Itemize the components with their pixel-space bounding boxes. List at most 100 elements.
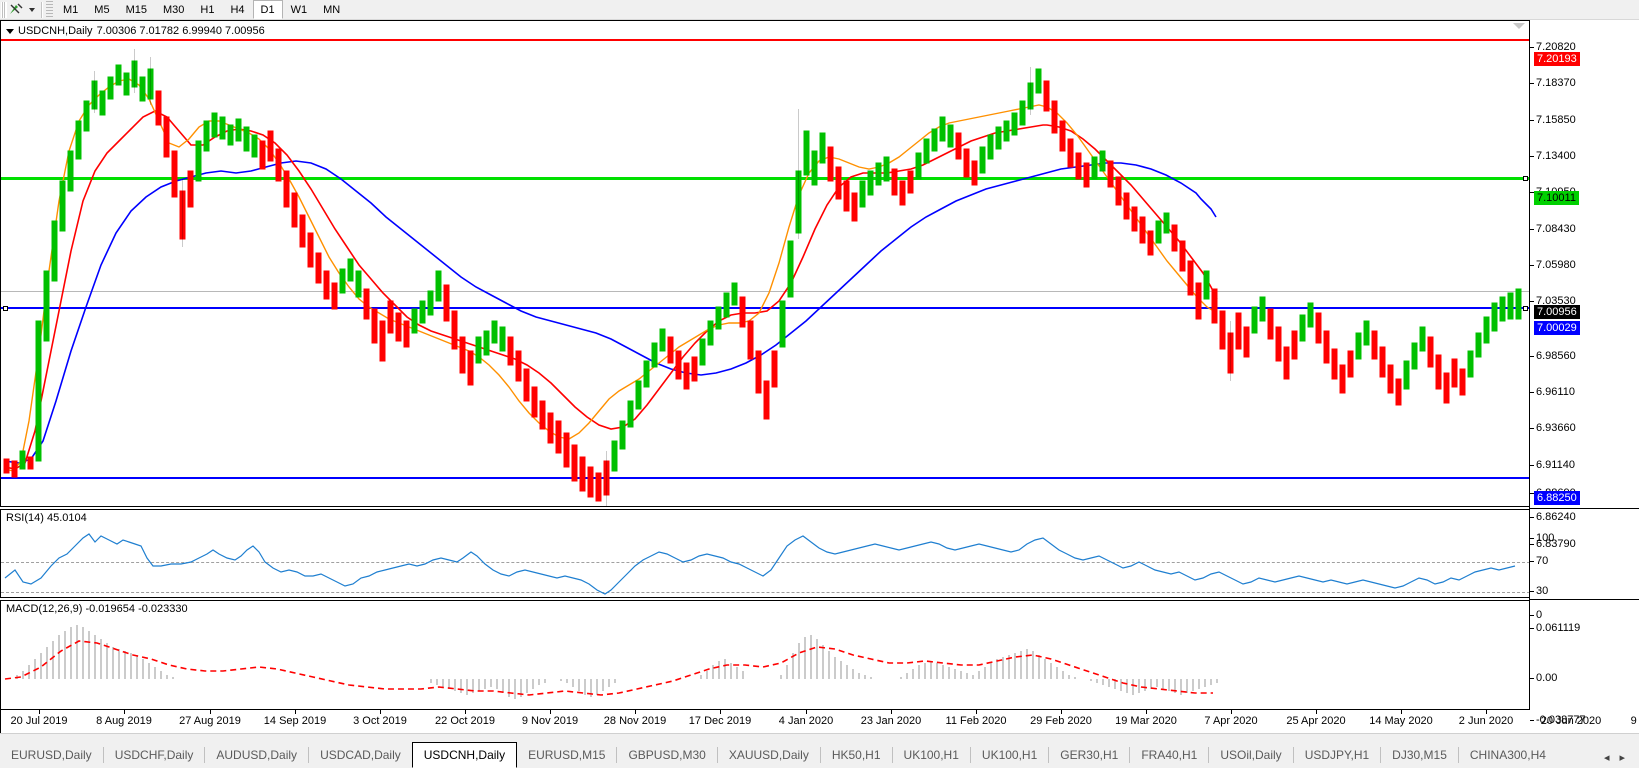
chart-scroll-hint-icon[interactable]: [1513, 23, 1525, 29]
chart-tab-audusd-daily[interactable]: AUDUSD,Daily: [216, 748, 298, 762]
price-label: 7.05980: [1536, 259, 1576, 271]
price-level-badge-blue[interactable]: 7.00029: [1534, 321, 1580, 335]
price-label: 7.03530: [1536, 295, 1576, 307]
price-label: 6.96110: [1536, 386, 1575, 398]
date-label: 4 Jan 2020: [778, 715, 834, 727]
chart-tab-eurusd-m15[interactable]: EURUSD,M15: [528, 748, 606, 762]
rsi-overbought-guide: [1, 562, 1529, 563]
macd-graphics: [4, 625, 1218, 699]
macd-tick: [1530, 720, 1534, 721]
price-tick: [1530, 493, 1534, 494]
timeframe-h1[interactable]: H1: [200, 3, 215, 16]
price-tick: [1530, 392, 1534, 393]
chart-tab-usdcad-daily[interactable]: USDCAD,Daily: [320, 748, 401, 762]
tab-divider: [616, 747, 618, 763]
rsi-tick: [1530, 538, 1534, 539]
timeframe-group-grip[interactable]: [46, 1, 53, 18]
chart-tab-uk100-h1[interactable]: UK100,H1: [981, 748, 1038, 762]
collapse-triangle-icon[interactable]: [6, 28, 14, 34]
scale-divider-macd: [1530, 599, 1639, 600]
chart-tab-usdjpy-h1[interactable]: USDJPY,H1: [1304, 748, 1370, 762]
chart-tab-china300-h4[interactable]: CHINA300,H4: [1469, 748, 1546, 762]
date-label: 9 Jul 2020: [1630, 715, 1639, 727]
level-anchor-700029[interactable]: [1523, 306, 1528, 311]
price-tick: [1530, 120, 1534, 121]
price-pane[interactable]: USDCNH,Daily 7.00306 7.01782 6.99940 7.0…: [0, 20, 1529, 507]
price-tick: [1530, 517, 1534, 518]
price-label: 7.15850: [1536, 114, 1576, 126]
timeframe-m15[interactable]: M15: [125, 3, 147, 16]
price-tick: [1530, 83, 1534, 84]
chevron-left-icon[interactable]: ◂: [1603, 752, 1610, 764]
chart-tab-gbpusd-m30[interactable]: GBPUSD,M30: [628, 748, 706, 762]
date-label: 11 Feb 2020: [945, 715, 1007, 727]
macd-tick: [1530, 678, 1534, 679]
date-label: 29 Feb 2020: [1030, 715, 1092, 727]
macd-pane[interactable]: MACD(12,26,9) -0.019654 -0.023330: [0, 600, 1529, 710]
resistance-level-line-720193[interactable]: [1, 39, 1529, 41]
price-level-badge-red[interactable]: 7.20193: [1534, 52, 1580, 66]
price-level-badge-black[interactable]: 7.00956: [1534, 305, 1580, 319]
chart-tab-dj30-m15[interactable]: DJ30,M15: [1392, 748, 1447, 762]
timeframe-m5[interactable]: M5: [94, 3, 110, 16]
chart-tab-usoil-daily[interactable]: USOil,Daily: [1220, 748, 1282, 762]
chart-tab-ger30-h1[interactable]: GER30,H1: [1060, 748, 1119, 762]
chart-tab-uk100-h1[interactable]: UK100,H1: [903, 748, 959, 762]
support-level-line-688250[interactable]: [1, 477, 1529, 479]
rsi-pane[interactable]: RSI(14) 45.0104: [0, 509, 1529, 598]
macd-scale-label: 0.061119: [1536, 622, 1581, 634]
price-label: 6.93660: [1536, 422, 1576, 434]
chart-tab-usdchf-daily[interactable]: USDCHF,Daily: [114, 748, 194, 762]
price-label: 7.20820: [1536, 41, 1576, 53]
date-label: 7 Apr 2020: [1204, 715, 1258, 727]
price-tick: [1530, 265, 1534, 266]
date-tick: [635, 710, 636, 714]
price-tick: [1530, 156, 1534, 157]
crosshair-cursor-icon[interactable]: [7, 1, 25, 19]
date-tick: [124, 710, 125, 714]
price-level-badge-blue[interactable]: 6.88250: [1534, 491, 1580, 505]
level-anchor-left-700029[interactable]: [3, 306, 8, 311]
date-tick: [891, 710, 892, 714]
chart-area[interactable]: USDCNH,Daily 7.00306 7.01782 6.99940 7.0…: [0, 20, 1639, 733]
date-tick: [1486, 710, 1487, 714]
timeframe-d1[interactable]: D1: [252, 0, 283, 19]
timeframe-m30[interactable]: M30: [162, 3, 185, 16]
timeframe-mn[interactable]: MN: [323, 3, 341, 16]
date-tick: [806, 710, 807, 714]
price-tick: [1530, 544, 1534, 545]
chart-tab-fra40-h1[interactable]: FRA40,H1: [1141, 748, 1198, 762]
chart-tab-strip[interactable]: EURUSD,Daily USDCHF,Daily AUDUSD,Daily USDC…: [0, 742, 1596, 768]
rsi-tick: [1530, 561, 1534, 562]
chart-tab-xauusd-daily[interactable]: XAUUSD,Daily: [728, 748, 809, 762]
level-line-710011[interactable]: [1, 177, 1529, 180]
timeframe-w1[interactable]: W1: [290, 3, 308, 16]
timeframe-m1[interactable]: M1: [63, 3, 79, 16]
price-tick: [1530, 356, 1534, 357]
tab-divider: [819, 747, 821, 763]
level-anchor-710011[interactable]: [1523, 176, 1528, 181]
chart-tab-hk50-h1[interactable]: HK50,H1: [831, 748, 881, 762]
date-label: 9 Nov 2019: [521, 715, 579, 727]
price-level-badge-green[interactable]: 7.10011: [1534, 191, 1579, 205]
price-label: 6.91140: [1536, 459, 1575, 471]
date-tick: [1061, 710, 1062, 714]
timeframe-h4[interactable]: H4: [230, 3, 245, 16]
chart-tab-usdcnh-daily[interactable]: USDCNH,Daily: [411, 742, 518, 768]
toolbar-drag-handle[interactable]: [1, 1, 7, 18]
chevron-down-icon[interactable]: [25, 1, 38, 19]
rsi-scale-label: 70: [1536, 555, 1549, 567]
date-axis: 20 Jul 2019 8 Aug 2019 27 Aug 2019 14 Sep 2…: [0, 710, 1639, 733]
price-label: 6.86240: [1536, 511, 1576, 523]
price-scale[interactable]: 7.208207.183707.158507.134007.109507.084…: [1529, 20, 1639, 726]
date-label: 17 Dec 2019: [688, 715, 752, 727]
date-tick: [39, 710, 40, 714]
support-level-line-700029[interactable]: [1, 307, 1529, 309]
date-label: 27 Aug 2019: [179, 715, 241, 727]
last-price-line: [1, 291, 1529, 292]
date-label: 25 Apr 2020: [1286, 715, 1346, 727]
chart-tab-eurusd-daily[interactable]: EURUSD,Daily: [11, 748, 92, 762]
price-label: 7.13400: [1536, 150, 1576, 162]
tab-nav-buttons: ◂ ▸: [1596, 751, 1639, 768]
chevron-right-icon[interactable]: ▸: [1619, 752, 1625, 764]
